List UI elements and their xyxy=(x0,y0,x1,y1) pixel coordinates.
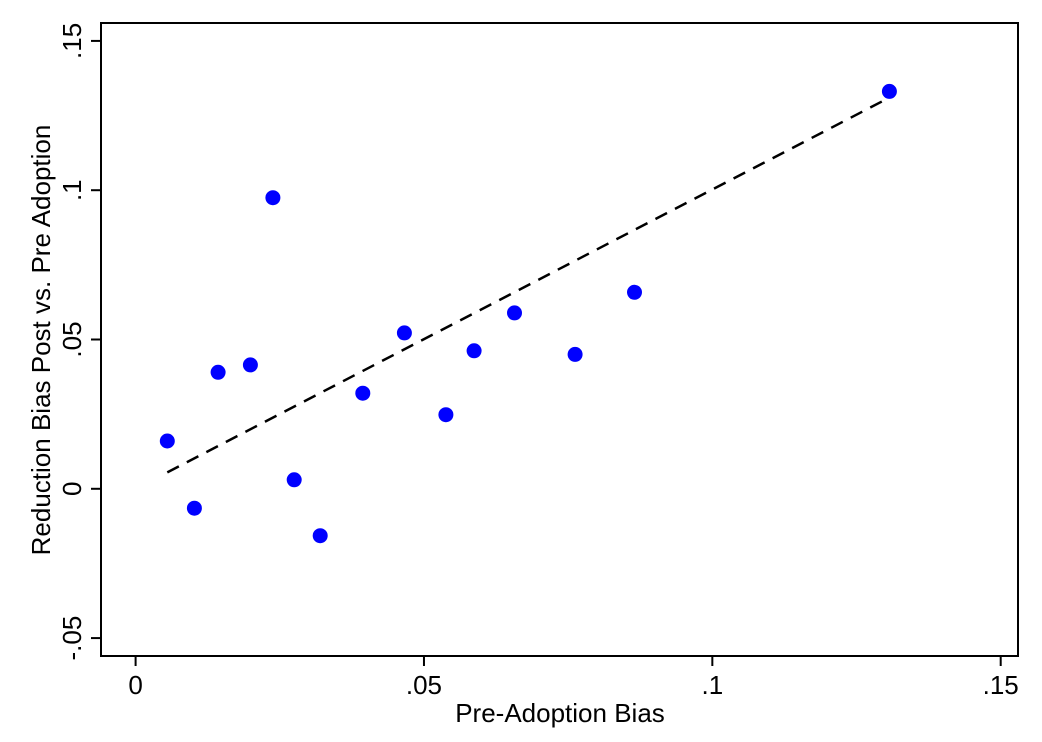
x-axis-ticks: 0 .05 .1 .15 xyxy=(128,656,1019,700)
x-axis-title: Pre-Adoption Bias xyxy=(455,698,665,728)
scatter-point xyxy=(242,357,258,373)
scatter-point xyxy=(396,325,412,341)
x-tick-label: .15 xyxy=(983,670,1019,700)
scatter-point xyxy=(567,346,583,362)
scatter-point xyxy=(312,528,328,544)
scatter-point xyxy=(881,83,897,99)
scatter-point xyxy=(355,385,371,401)
y-axis-ticks: -.05 0 .05 .1 .15 xyxy=(57,23,101,661)
scatter-point xyxy=(186,500,202,516)
scatter-point xyxy=(286,472,302,488)
x-tick-label: .1 xyxy=(701,670,723,700)
y-tick-label: .1 xyxy=(57,179,87,201)
scatter-point xyxy=(438,407,454,423)
x-tick-label: .05 xyxy=(406,670,442,700)
scatter-point xyxy=(627,284,642,300)
y-tick-label: -.05 xyxy=(57,616,87,661)
scatter-point xyxy=(507,305,522,321)
y-tick-label: .05 xyxy=(57,321,87,357)
x-tick-label: 0 xyxy=(128,670,142,700)
y-axis-title: Reduction Bias Post vs. Pre Adoption xyxy=(26,125,56,556)
scatter-point xyxy=(466,343,482,359)
scatter-points xyxy=(159,83,897,544)
scatter-point xyxy=(265,190,281,206)
fit-line xyxy=(166,96,890,474)
y-tick-label: .15 xyxy=(57,23,87,59)
scatter-point xyxy=(159,433,175,449)
y-tick-label: 0 xyxy=(57,482,87,496)
scatter-point xyxy=(210,364,226,380)
